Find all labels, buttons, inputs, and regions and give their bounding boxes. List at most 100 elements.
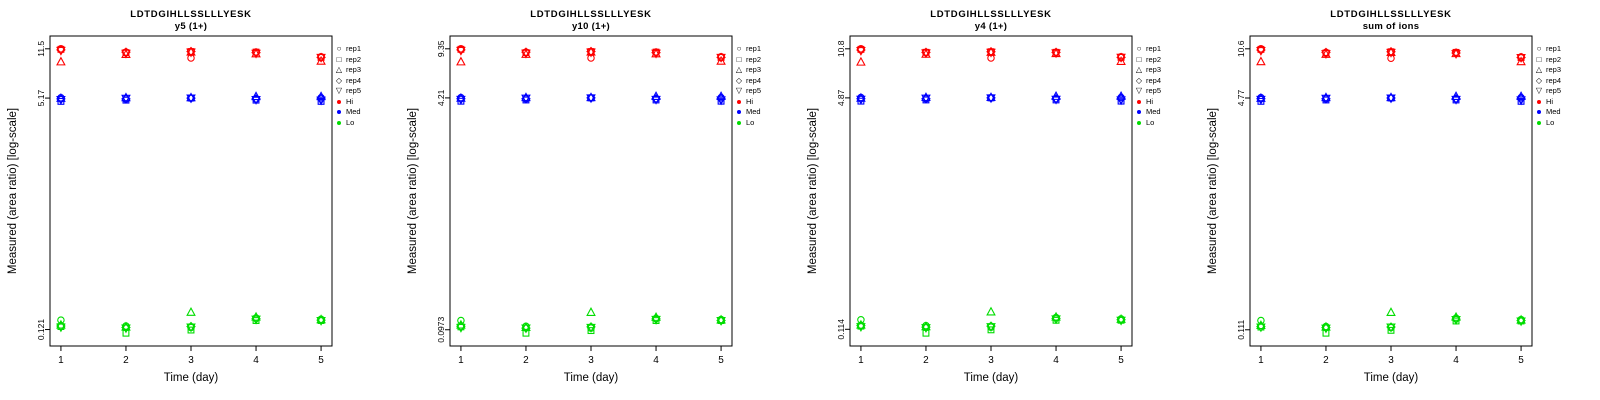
filled-dot-icon: [334, 97, 344, 107]
data-point-med-rep5: [56, 95, 66, 105]
panel-title: LDTDGIHLLSSLLLYESK: [130, 9, 252, 20]
legend-label: rep1: [1546, 44, 1562, 53]
diamond-icon: ◇: [335, 75, 343, 85]
square-icon: □: [1136, 54, 1142, 64]
data-point-med-rep3: [1116, 91, 1126, 100]
legend-item-rep3: △ rep3: [1534, 65, 1561, 76]
y-tick-label: 9.35: [436, 40, 446, 57]
data-point-lo-rep5: [651, 315, 661, 325]
data-point-hi-rep5: [651, 49, 661, 59]
legend-item-rep2: □ rep2: [1534, 55, 1561, 66]
x-tick-label: 1: [58, 355, 64, 366]
data-point-lo-rep5: [186, 323, 196, 333]
filled-dot-icon: [734, 97, 744, 107]
data-point-lo-rep3: [1321, 321, 1331, 331]
data-point-lo-rep5: [856, 323, 866, 333]
panel-y10: LDTDGIHLLSSLLLYESK y10 (1+) Measured (ar…: [400, 0, 800, 400]
data-point-lo-rep3: [521, 322, 531, 332]
legend-label: rep5: [1546, 86, 1562, 95]
legend: ○ rep1 □ rep2 △ rep3 ◇ rep4 ▽ rep5 Hi Med Lo: [334, 44, 361, 128]
dot: [1537, 99, 1541, 104]
panel-subtitle: y5 (1+): [174, 21, 208, 32]
legend-item-lo: Lo: [1134, 118, 1161, 129]
x-tick-label: 3: [988, 355, 994, 366]
legend-item-rep1: ○ rep1: [1134, 44, 1161, 55]
legend-label: Lo: [346, 117, 355, 127]
data-point-lo-rep2: [987, 326, 995, 334]
legend-item-rep4: ◇ rep4: [734, 76, 761, 87]
y-tick-label: 0.111: [1236, 320, 1246, 340]
panel-y5: LDTDGIHLLSSLLLYESK y5 (1+) Measured (are…: [0, 0, 400, 400]
legend-item-hi: Hi: [334, 97, 361, 108]
legend-item-hi: Hi: [1534, 97, 1561, 108]
legend-item-rep1: ○ rep1: [1534, 44, 1561, 55]
y-tick-label: 11.5: [36, 41, 46, 57]
x-tick-label: 1: [458, 355, 464, 366]
legend-label: Lo: [1546, 117, 1555, 127]
y-tick-label: 0.114: [836, 319, 846, 340]
data-point-lo-rep3: [856, 319, 866, 329]
data-point-lo-rep3: [586, 307, 596, 316]
data-point-med-rep3: [1386, 92, 1396, 102]
diamond-icon: ◇: [1135, 75, 1143, 85]
filled-dot-icon: [334, 107, 344, 117]
legend: ○ rep1 □ rep2 △ rep3 ◇ rep4 ▽ rep5 Hi Med Lo: [734, 44, 761, 128]
x-axis-label: Time (day): [163, 372, 219, 384]
dot: [337, 99, 341, 104]
triangle-up-icon: △: [735, 65, 743, 74]
data-point-hi-rep5: [316, 53, 326, 63]
data-point-lo-rep2: [187, 326, 195, 334]
x-tick-label: 5: [318, 355, 324, 366]
data-point-hi-rep5: [521, 49, 531, 59]
data-point-lo-rep3: [716, 314, 726, 324]
x-tick-label: 5: [1118, 355, 1124, 366]
data-point-lo-rep5: [121, 324, 131, 334]
legend-item-rep1: ○ rep1: [334, 44, 361, 55]
dot: [737, 120, 741, 125]
panel-sum-of-ions: LDTDGIHLLSSLLLYESK sum of ions Measured …: [1200, 0, 1600, 400]
filled-dot-icon: [1134, 118, 1144, 128]
legend-item-med: Med: [1534, 107, 1561, 118]
dot: [337, 110, 341, 115]
square-icon: □: [336, 54, 342, 64]
circle-icon: ○: [736, 44, 742, 53]
dot: [737, 99, 741, 104]
data-point-lo-rep5: [1051, 315, 1061, 325]
data-point-med-rep5: [316, 96, 326, 106]
data-point-med-rep5: [1256, 95, 1266, 105]
data-point-lo-rep5: [1516, 317, 1526, 327]
x-tick-label: 4: [1053, 355, 1059, 366]
y-tick-label: 5.17: [36, 90, 46, 107]
legend: ○ rep1 □ rep2 △ rep3 ◇ rep4 ▽ rep5 Hi Med Lo: [1134, 44, 1161, 128]
dot: [337, 120, 341, 125]
legend-label: rep3: [346, 65, 362, 74]
data-point-lo-rep2: [1387, 326, 1395, 334]
data-point-lo-rep4: [856, 320, 866, 331]
legend-label: Hi: [1546, 96, 1554, 106]
panel-subtitle: y4 (1+): [974, 21, 1008, 32]
legend-item-rep4: ◇ rep4: [1134, 76, 1161, 87]
x-tick-label: 4: [253, 355, 259, 366]
data-point-hi-rep5: [1051, 49, 1061, 59]
scatter-plot-sum-of-ions: 1 2 3 4 5 10.6 4.77 0.111: [1236, 35, 1533, 366]
data-point-hi-rep5: [1386, 48, 1396, 58]
legend-label: rep5: [746, 86, 762, 95]
data-point-hi-rep5: [586, 48, 596, 58]
panel-title: LDTDGIHLLSSLLLYESK: [930, 9, 1052, 20]
plot-box: [449, 35, 733, 347]
data-point-lo-rep5: [1451, 316, 1461, 325]
data-point-med-rep5: [856, 95, 866, 105]
triangle-down-icon: ▽: [335, 86, 343, 95]
scatter-plot-y10: 1 2 3 4 5 9.35 4.21 0.0973: [436, 35, 733, 366]
triangle-down-icon: ▽: [1535, 86, 1543, 95]
x-tick-label: 3: [188, 355, 194, 366]
legend-label: rep2: [746, 54, 762, 64]
triangle-down-icon: ▽: [735, 86, 743, 95]
data-point-med-rep5: [716, 96, 726, 106]
triangle-up-icon: △: [1535, 65, 1543, 74]
data-point-med-rep3: [986, 92, 996, 102]
filled-dot-icon: [734, 107, 744, 117]
data-point-med-rep3: [251, 91, 261, 101]
filled-dot-icon: [1534, 107, 1544, 117]
data-point-hi-rep5: [1451, 50, 1461, 59]
